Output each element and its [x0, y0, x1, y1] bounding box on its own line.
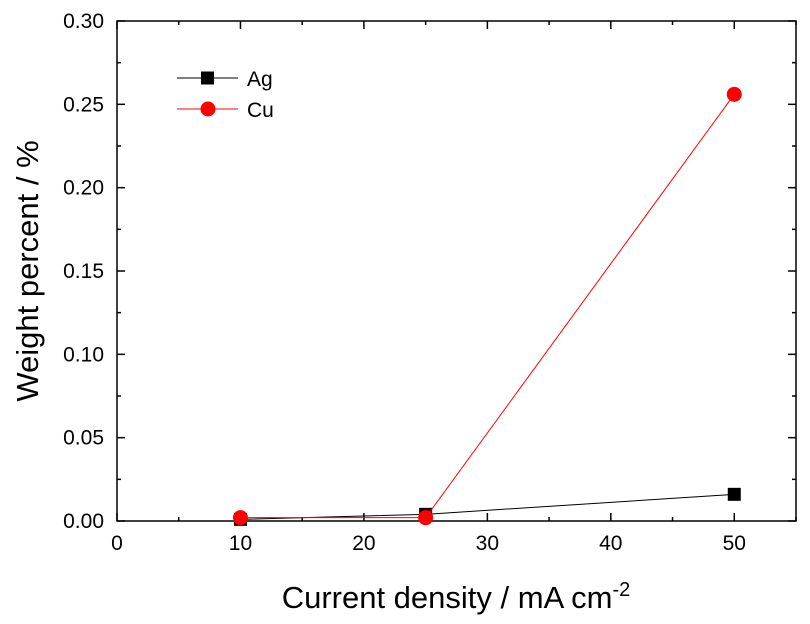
series-layer	[232, 86, 742, 526]
data-point-cu	[232, 510, 248, 526]
series-cu	[232, 86, 742, 526]
x-tick-label: 20	[352, 532, 375, 555]
x-axis-ticks: 0 10 20 30 40 50	[111, 21, 797, 555]
legend: Ag Cu	[177, 68, 274, 122]
data-point-cu	[418, 510, 434, 526]
plot-frame	[116, 20, 797, 522]
y-tick-label: 0.30	[63, 10, 104, 33]
x-axis-label: Current density / mA cm-2	[282, 579, 631, 615]
y-tick-label: 0.05	[63, 427, 104, 450]
legend-label-ag: Ag	[247, 68, 273, 91]
legend-marker-ag	[201, 71, 214, 85]
series-line-cu	[240, 94, 735, 519]
y-tick-label: 0.00	[63, 510, 104, 533]
y-tick-label: 0.20	[63, 177, 104, 200]
y-axis-label: Weight percent / %	[10, 140, 45, 401]
x-tick-label: 10	[229, 532, 252, 555]
y-tick-label: 0.15	[63, 260, 104, 283]
data-point-ag	[727, 487, 741, 501]
y-tick-label: 0.25	[63, 93, 104, 116]
x-tick-label: 40	[599, 532, 622, 555]
x-tick-label: 50	[723, 532, 746, 555]
data-point-cu	[726, 86, 742, 102]
y-axis-ticks: 0.00 0.05 0.10 0.15 0.20 0.25 0.30	[63, 10, 796, 533]
legend-label-cu: Cu	[247, 99, 274, 122]
legend-item-ag: Ag	[177, 68, 273, 91]
x-tick-label: 30	[476, 532, 499, 555]
x-axis-label-superscript: -2	[612, 579, 630, 601]
legend-marker-cu	[200, 101, 216, 117]
y-tick-label: 0.10	[63, 343, 104, 366]
legend-item-cu: Cu	[177, 99, 274, 122]
x-tick-label: 0	[111, 532, 123, 555]
